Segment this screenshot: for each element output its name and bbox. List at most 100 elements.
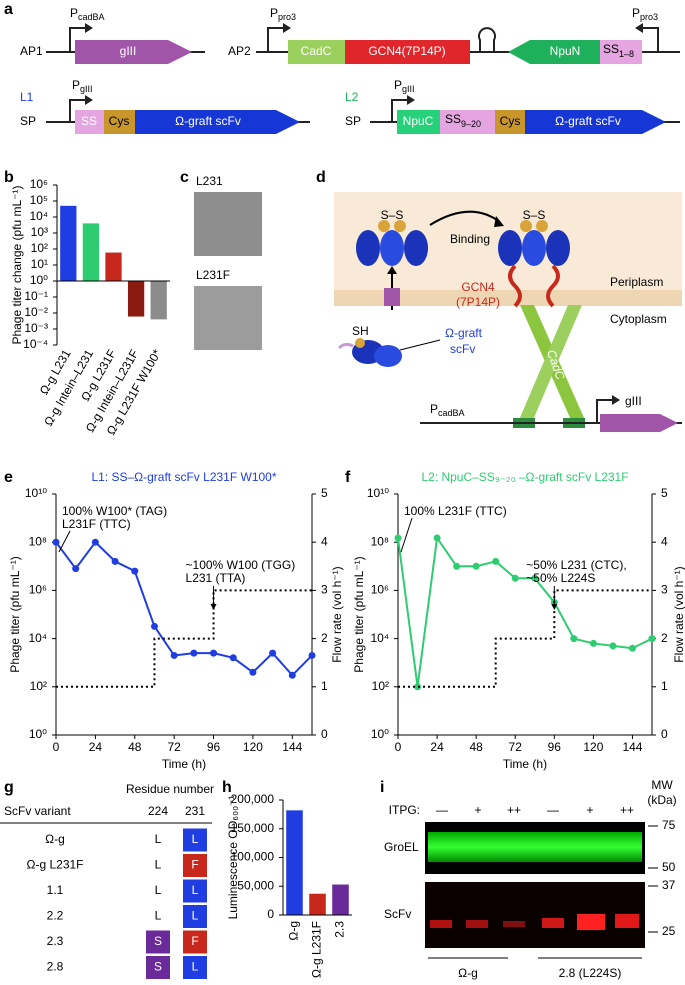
x-tick-label: 72 <box>167 740 181 754</box>
point <box>394 534 402 542</box>
d-label: scFv <box>450 342 475 356</box>
part-label: Ω-graft scFv <box>175 114 241 128</box>
panel-label: b <box>4 169 14 186</box>
cell-text: L <box>155 909 162 923</box>
y-tick-label: 150,000 <box>231 821 275 835</box>
cell-text: L <box>192 960 199 974</box>
bar <box>105 252 122 281</box>
y-tick-label: 200,000 <box>231 792 275 806</box>
d-label: gIII <box>625 394 642 408</box>
cys <box>378 220 390 232</box>
series-line <box>56 589 312 688</box>
mw-label: MW <box>651 778 673 792</box>
point <box>308 651 316 659</box>
gcn4 <box>508 264 560 308</box>
annotation: ~50% L224S <box>526 571 595 585</box>
panel-a: AP1 PcadBA gIII AP2 Ppro3 CadC GCN4(7P14… <box>20 6 680 134</box>
y-tick-label: 100,000 <box>231 850 275 864</box>
library-name: L1 <box>20 90 34 104</box>
disulfide: S–S <box>523 208 546 222</box>
row-label: 2.8 <box>47 960 64 974</box>
promoter-sub: pro3 <box>640 12 658 22</box>
gene <box>508 40 600 64</box>
gene-label: GCN4(7P14P) <box>368 44 445 58</box>
cell <box>182 827 208 853</box>
row-label: Ω-g <box>45 832 65 846</box>
chart-title: L1: SS–Ω-graft scFv L231F W100* <box>91 470 276 484</box>
group-label: Ω-g <box>458 966 478 980</box>
series-line <box>55 540 313 677</box>
y-tick-label: 0 <box>321 727 328 741</box>
cell <box>182 904 208 929</box>
promoter-p: P <box>70 6 78 20</box>
point <box>190 649 198 657</box>
row-label: 2.3 <box>47 934 64 948</box>
column-header: ScFv variant <box>4 804 71 818</box>
gene <box>75 40 192 64</box>
y-tick-label: 0 <box>267 907 274 921</box>
part <box>135 110 300 134</box>
panel-g: Residue number ScFv variant 224 231 <box>0 782 214 824</box>
y-tick-label: 10¹⁰ <box>367 486 389 500</box>
y-tick-label: 4 <box>321 534 328 548</box>
annotation: ~100% W100 (TGG) <box>186 558 296 572</box>
cys <box>355 338 365 348</box>
ss-tail <box>337 342 354 350</box>
y-tick-label: 10⁻³ <box>24 321 48 335</box>
table-header: Residue number <box>126 782 214 796</box>
y-tick-label: 10⁻¹ <box>24 289 48 303</box>
disulfide: S–S <box>381 208 404 222</box>
scfv <box>498 230 522 266</box>
x-axis-label: Time (h) <box>162 757 206 771</box>
y-tick-label: 5 <box>321 486 328 500</box>
cell <box>145 955 171 980</box>
part <box>440 110 495 134</box>
panel-label: i <box>380 779 384 796</box>
part <box>397 110 440 134</box>
x-tick-label: 144 <box>282 740 302 754</box>
point <box>492 557 500 565</box>
cell <box>145 929 171 955</box>
arrowhead <box>210 604 217 610</box>
band <box>466 920 488 928</box>
promoter-arrow <box>391 99 407 122</box>
bar <box>60 205 77 281</box>
promoter-arrow <box>267 27 283 52</box>
annotation-arrow <box>58 530 71 553</box>
promoter-p: P <box>394 78 402 92</box>
part <box>525 110 666 134</box>
lane-label: — <box>436 803 448 817</box>
cell-text: L <box>192 883 199 897</box>
promoter-arrow <box>69 99 85 122</box>
y-tick-label: 10² <box>30 679 47 693</box>
x-tick-label: Ω-g L231F <box>310 921 324 978</box>
arrowhead <box>407 95 415 105</box>
point <box>414 683 422 691</box>
y-axis-label: Phage titer (pfu mL⁻¹) <box>8 556 22 672</box>
promoter-arrow <box>69 27 85 52</box>
plaque-image <box>194 286 262 350</box>
y-tick-label: 1 <box>661 679 668 693</box>
ss-main: SS <box>603 42 619 56</box>
cell-text: L <box>155 858 162 872</box>
mw-unit: (kDa) <box>647 793 676 807</box>
arrowhead <box>612 395 620 405</box>
cell-text: F <box>191 858 198 872</box>
promoter-p: P <box>270 6 278 20</box>
cell-text: L <box>192 909 199 923</box>
gene-label: NpuN <box>550 44 581 58</box>
promoter-p: P <box>632 6 640 20</box>
bar <box>286 810 303 915</box>
annotation: 100% L231F (TTC) <box>404 504 507 518</box>
scfv <box>546 230 570 266</box>
y-axis-label: Phage titer (pfu mL⁻¹) <box>352 556 366 672</box>
x-tick-label: 120 <box>243 740 263 754</box>
cys <box>394 220 406 232</box>
construct-name: AP2 <box>228 44 251 58</box>
point <box>91 538 99 546</box>
gene <box>345 40 470 64</box>
cell-text: L <box>155 832 162 846</box>
cell-text: L <box>155 883 162 897</box>
x-tick-label: Ω-g <box>287 921 301 941</box>
annotation: 100% W100* (TAG) <box>62 504 167 518</box>
